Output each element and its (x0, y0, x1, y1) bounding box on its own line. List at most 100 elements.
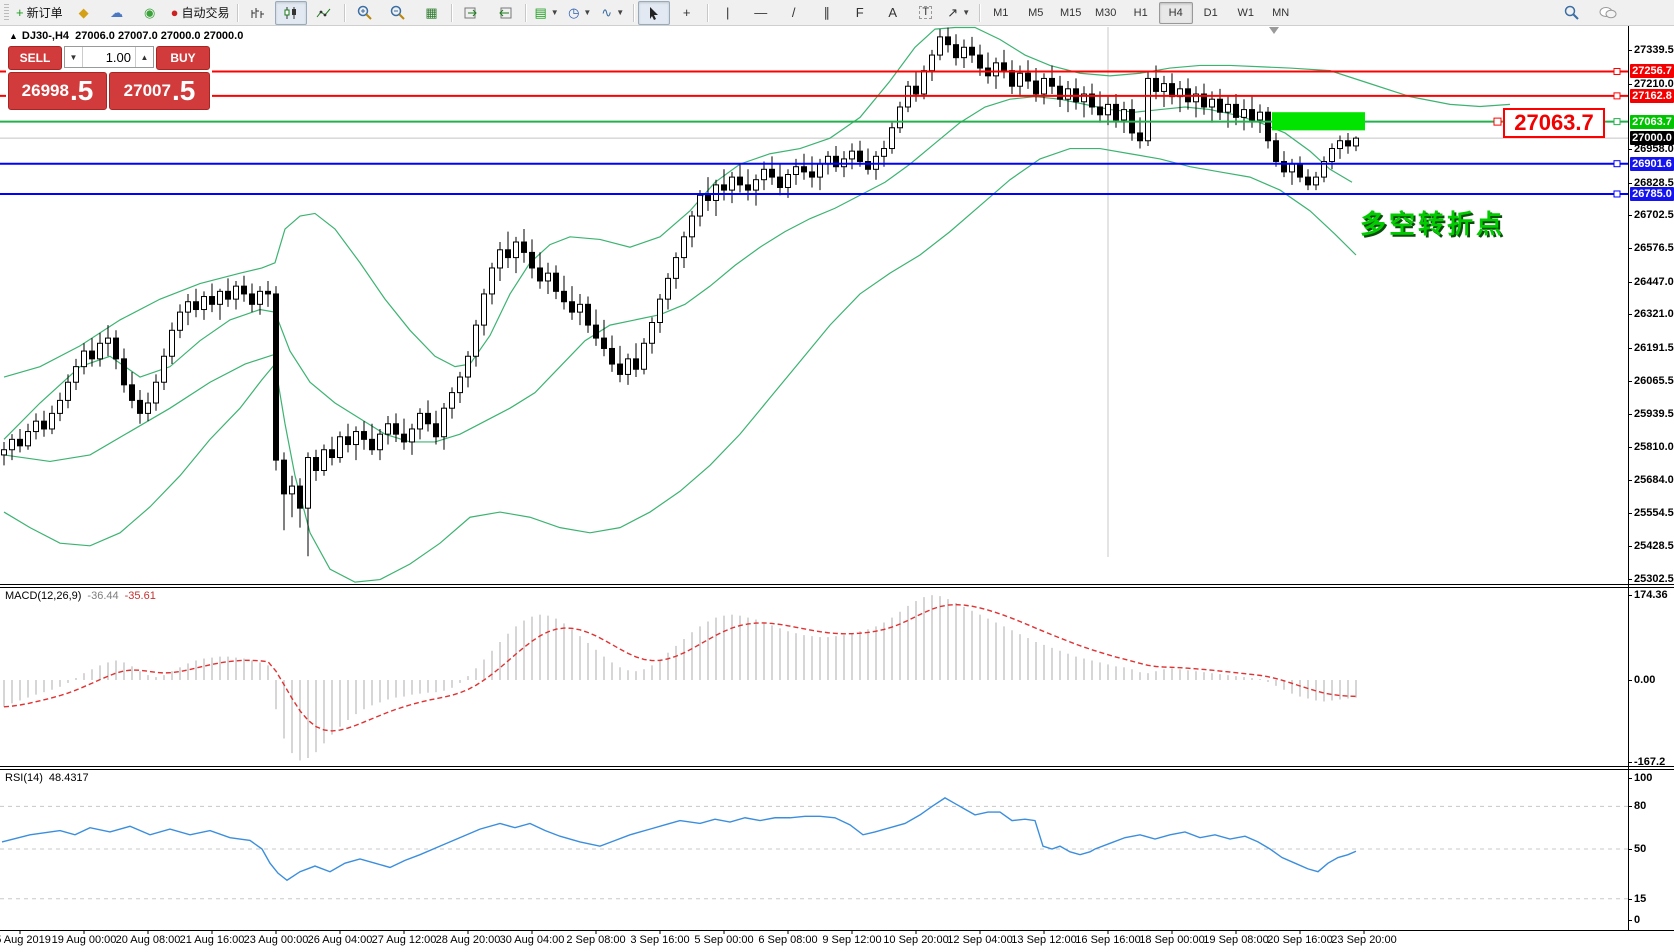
search-button[interactable] (1556, 1, 1588, 25)
hline-handle[interactable] (1613, 160, 1621, 168)
candle-bullish (849, 150, 855, 160)
candle-bullish (1105, 103, 1111, 116)
candle-bearish (121, 358, 127, 386)
new-chart-button[interactable]: ▤ ▼ (530, 1, 562, 25)
one-click-collapse-icon[interactable]: ▲ (9, 31, 18, 41)
volume-up-icon[interactable]: ▲ (135, 47, 153, 67)
zoom-in-button[interactable] (349, 1, 381, 25)
pane-separator[interactable] (0, 766, 1674, 767)
price-badge: 27000.0 (1630, 131, 1674, 146)
candle-bearish (1249, 109, 1255, 121)
candle-bearish (521, 241, 527, 253)
hline-handle[interactable] (1613, 118, 1621, 126)
candle-bullish (1161, 83, 1167, 92)
new-order-button[interactable]: + 新订单 (12, 1, 67, 25)
pivot-annotation-text[interactable]: 多空转折点 (1360, 209, 1506, 239)
crosshair-button[interactable]: + (671, 1, 703, 25)
timeframe-m1-button[interactable]: M1 (993, 6, 1009, 19)
candle-bearish (393, 423, 399, 435)
candle-bullish (937, 36, 943, 56)
volume-value[interactable]: 1.00 (105, 49, 131, 65)
tile-windows-button[interactable]: ▦ (415, 1, 447, 25)
text-icon: A (888, 5, 898, 20)
time-axis-label: 3 Sep 16:00 (630, 934, 690, 946)
line-chart-button[interactable] (308, 1, 340, 25)
sell-price[interactable]: 26998.5 (8, 72, 107, 110)
candle-bearish (129, 384, 135, 401)
price-tick-mark (1628, 248, 1632, 250)
candle-bullish (1257, 111, 1263, 121)
timeframe-m5-button[interactable]: M5 (1028, 6, 1044, 19)
rsi-tick-mark (1628, 898, 1632, 900)
price-callout-label[interactable]: 27063.7 (1503, 107, 1605, 138)
timeframe-h1-button[interactable]: H1 (1133, 6, 1148, 19)
signals-button[interactable]: ◉ (134, 1, 166, 25)
bar-chart-button[interactable] (242, 1, 274, 25)
ticket-button[interactable]: ◆ (68, 1, 100, 25)
timeframe-m30-button[interactable]: M30 (1095, 6, 1117, 19)
profile-cloud-button[interactable]: ☁ (101, 1, 133, 25)
period-button[interactable]: ◷ ▼ (564, 1, 596, 25)
candle-bearish (1113, 103, 1119, 121)
chart-shift-button[interactable] (489, 1, 521, 25)
candle-bearish (1097, 106, 1103, 116)
zoom-out-button[interactable] (382, 1, 414, 25)
horizontal-line-button[interactable]: — (745, 1, 777, 25)
band-upper-line (3, 26, 1511, 378)
text-label-icon: T (919, 6, 933, 19)
cursor-button[interactable] (637, 0, 670, 25)
template-button[interactable]: ∿ ▼ (597, 1, 629, 25)
candlestick-chart-button[interactable] (275, 0, 308, 25)
timeframe-w1-button[interactable]: W1 (1237, 6, 1254, 19)
volume-spinner[interactable]: ▼ 1.00 ▲ (64, 46, 154, 68)
candle-bearish (745, 184, 751, 191)
pane-separator[interactable] (0, 584, 1674, 585)
macd-tick-label: 0.00 (1634, 674, 1656, 686)
callout-anchor-handle[interactable] (1493, 117, 1502, 126)
chart-shift-marker[interactable] (1269, 27, 1279, 34)
macd-name: MACD(12,26,9) (5, 590, 82, 602)
chart-window[interactable]: ▲ DJ30-,H4 27006.0 27007.0 27000.0 27000.… (0, 26, 1674, 952)
price-tick-mark (1628, 413, 1632, 415)
candle-bullish (177, 311, 183, 331)
text-label-button[interactable]: T (910, 1, 942, 25)
auto-scroll-button[interactable] (456, 1, 488, 25)
time-tick-mark (1363, 930, 1365, 934)
time-axis-label: 20 Sep 16:00 (1267, 934, 1333, 946)
timeframe-m15-button[interactable]: M15 (1060, 6, 1082, 19)
hline-handle[interactable] (1613, 92, 1621, 100)
candle-bullish (1313, 176, 1319, 186)
candle-bearish (801, 166, 807, 173)
volume-dropdown-icon[interactable]: ▼ (65, 47, 83, 67)
fibonacci-button[interactable]: F (844, 1, 876, 25)
hline-handle[interactable] (1613, 67, 1621, 75)
time-axis-label: 19 Aug 00:00 (51, 934, 117, 946)
chat-button[interactable] (1592, 1, 1624, 25)
buy-price[interactable]: 27007.5 (109, 72, 210, 110)
vertical-line-button[interactable]: | (712, 1, 744, 25)
candle-bearish (1089, 93, 1095, 108)
timeframe-mn-button[interactable]: MN (1272, 6, 1290, 19)
time-axis-label: 27 Aug 12:00 (371, 934, 437, 946)
price-tick-label: 25554.5 (1634, 507, 1674, 520)
text-button[interactable]: A (877, 1, 909, 25)
macd-tick-mark (1628, 761, 1632, 763)
arrows-button[interactable]: ↗ ▼ (943, 1, 975, 25)
autotrading-button[interactable]: ● 自动交易 (167, 1, 234, 25)
hline-handle[interactable] (1613, 190, 1621, 198)
candle-bullish (1081, 93, 1087, 103)
candle-bearish (41, 420, 47, 430)
timeframe-h4-button[interactable]: H4 (1158, 1, 1193, 24)
time-axis-label: 30 Aug 04:00 (499, 934, 565, 946)
sell-button[interactable]: SELL (8, 46, 62, 70)
candle-bearish (17, 438, 23, 447)
candle-bullish (689, 215, 695, 238)
channel-button[interactable]: ∥ (811, 1, 843, 25)
timeframe-d1-button[interactable]: D1 (1203, 6, 1218, 19)
zone-rectangle-object[interactable] (1272, 112, 1365, 131)
buy-button[interactable]: BUY (156, 46, 210, 70)
trendline-button[interactable]: / (778, 1, 810, 25)
candle-bearish (297, 485, 303, 509)
candle-bearish (1201, 93, 1207, 108)
